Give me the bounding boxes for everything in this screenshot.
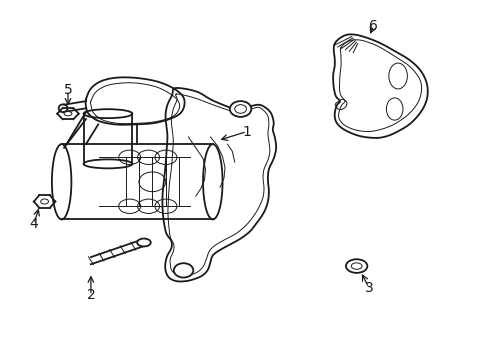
Ellipse shape: [345, 259, 366, 273]
Polygon shape: [85, 77, 184, 125]
Ellipse shape: [64, 112, 72, 116]
Ellipse shape: [350, 263, 361, 269]
Text: 1: 1: [242, 125, 251, 139]
Text: 3: 3: [364, 280, 372, 294]
Polygon shape: [162, 88, 276, 282]
Polygon shape: [332, 35, 427, 138]
Text: 4: 4: [29, 217, 38, 231]
Circle shape: [229, 101, 251, 117]
Text: 6: 6: [368, 19, 377, 33]
Ellipse shape: [137, 239, 150, 247]
Text: 2: 2: [86, 288, 95, 302]
Ellipse shape: [41, 199, 48, 204]
Circle shape: [173, 263, 193, 278]
Text: 5: 5: [63, 84, 72, 97]
